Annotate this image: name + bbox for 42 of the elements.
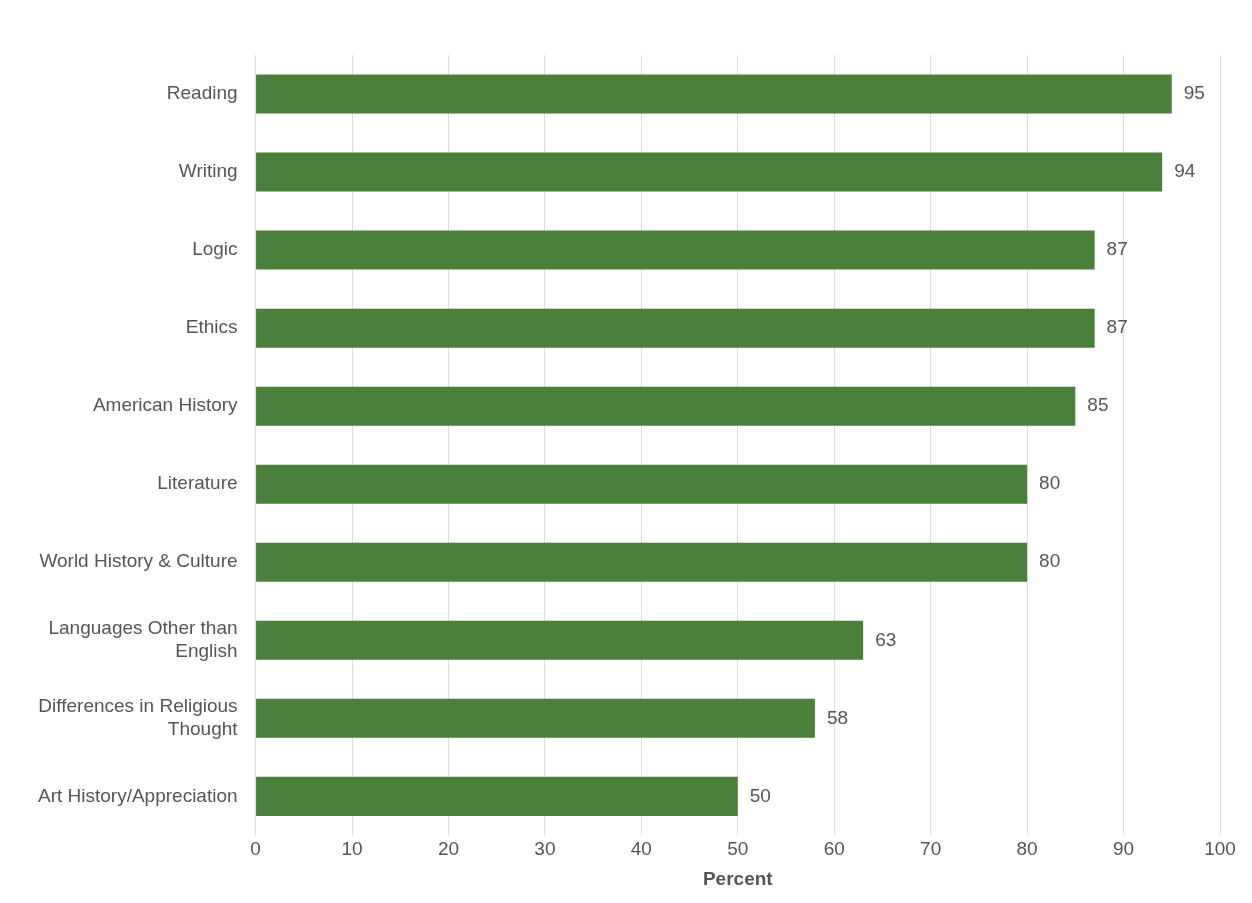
y-tick-label: World History & Culture — [39, 550, 238, 572]
y-tick-label: Languages Other than English — [48, 617, 238, 661]
bar — [256, 620, 864, 660]
x-tick-label: 90 — [1112, 838, 1135, 860]
data-label: 85 — [1087, 394, 1109, 416]
x-tick-label: 30 — [534, 838, 556, 860]
data-label: 80 — [1039, 550, 1061, 572]
bar — [256, 698, 815, 738]
data-label: 63 — [875, 628, 897, 650]
data-label: 95 — [1183, 82, 1205, 104]
y-tick-label: Logic — [192, 238, 238, 260]
y-tick-label: Literature — [157, 472, 238, 494]
bar — [256, 542, 1028, 582]
bar — [256, 230, 1095, 270]
x-tick-label: 20 — [437, 838, 460, 860]
data-label: 94 — [1174, 160, 1196, 182]
x-tick-label: 40 — [630, 838, 652, 860]
data-label: 87 — [1106, 316, 1128, 338]
bar — [256, 776, 738, 816]
bar — [256, 386, 1076, 426]
y-tick-label: Ethics — [185, 316, 238, 338]
x-tick-label: 80 — [1016, 838, 1038, 860]
data-label: 50 — [749, 784, 771, 806]
bar — [256, 152, 1163, 192]
y-tick-label: Writing — [178, 160, 238, 182]
bar — [256, 308, 1095, 348]
y-tick-label: Reading — [166, 82, 238, 104]
x-tick-label: 50 — [727, 838, 749, 860]
data-label: 87 — [1106, 238, 1128, 260]
x-axis-title: Percent — [702, 867, 774, 889]
y-tick-label: Differences in Religious Thought — [38, 695, 239, 739]
data-label: 80 — [1039, 472, 1061, 494]
x-tick-label: 0 — [250, 838, 261, 860]
y-tick-label: American History — [92, 394, 239, 416]
x-tick-label: 60 — [823, 838, 845, 860]
y-tick-label: Art History/Appreciation — [38, 784, 238, 806]
x-tick-label: 100 — [1204, 838, 1236, 860]
x-tick-label: 10 — [341, 838, 363, 860]
bar — [256, 74, 1172, 114]
data-label: 58 — [826, 706, 849, 728]
x-tick-label: 70 — [920, 838, 942, 860]
bar — [256, 464, 1028, 504]
